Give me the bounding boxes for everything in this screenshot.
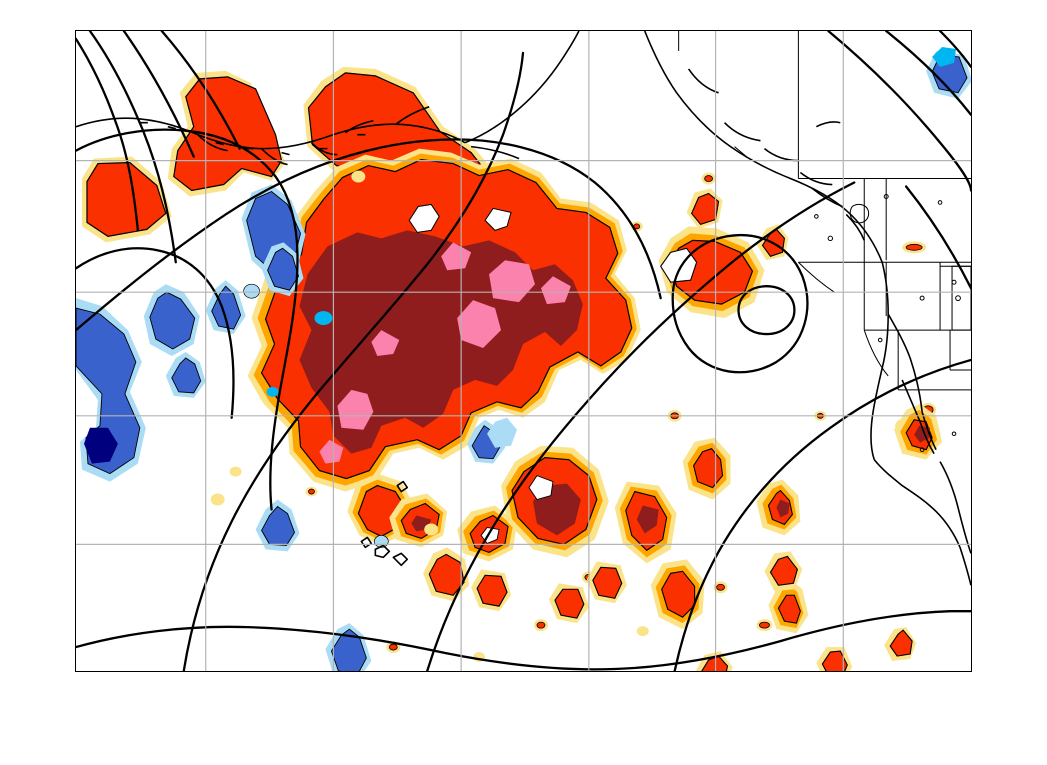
graticule (76, 31, 971, 671)
map-canvas (76, 31, 971, 671)
political-borders (678, 31, 971, 452)
shading-positive (81, 66, 943, 671)
map-axes (75, 30, 972, 672)
shading-negative (76, 46, 971, 671)
colorbar-swatches (0, 700, 1047, 742)
colorbar[interactable] (0, 700, 1047, 765)
